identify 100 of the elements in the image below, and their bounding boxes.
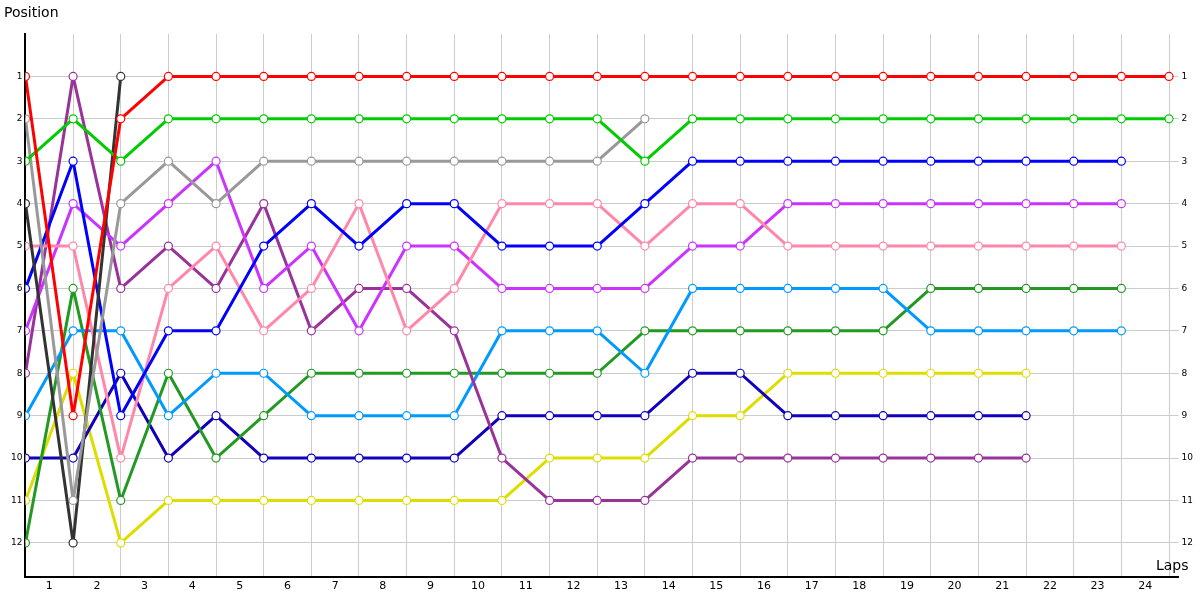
x-tick-label: 22 [1042,579,1057,593]
x-tick-label: 12 [566,579,581,593]
point [68,114,78,124]
point [1021,156,1031,166]
point [1021,114,1031,124]
point [306,71,316,82]
point [735,241,745,251]
point [211,411,221,421]
point [68,368,78,378]
point [306,495,316,506]
point [544,71,555,82]
point [640,411,650,421]
point [259,453,269,463]
point [354,283,364,294]
point [354,495,364,506]
point [449,241,459,251]
y2-tick-label: 9 [1181,410,1188,420]
y-axis-title: Position [4,3,59,20]
point [163,114,173,124]
point [1069,283,1079,294]
point [259,411,269,421]
point [735,326,745,336]
point [1069,241,1079,251]
point [68,71,78,82]
point [497,71,507,82]
point [306,411,316,421]
point [830,411,841,421]
point [687,156,698,166]
point [259,114,269,124]
point [1021,453,1031,463]
point [116,453,126,463]
point [926,156,936,166]
point [402,411,412,421]
y-tick-label: 6 [16,282,23,293]
point [449,114,459,124]
point [1021,71,1031,82]
point [878,453,888,463]
point [783,453,793,463]
point [259,71,269,82]
point [926,114,936,124]
point [211,241,221,251]
point [116,538,126,548]
point [306,199,316,209]
point [354,156,364,166]
point [211,199,221,209]
point [116,71,126,82]
point [735,368,745,378]
point [116,368,126,378]
point [735,283,745,294]
point [402,453,412,463]
x-tick-label: 15 [709,579,724,593]
point [878,156,888,166]
point [640,156,650,166]
y2-tick-label: 5 [1181,240,1188,251]
point [1164,114,1174,124]
point [402,71,412,82]
point [973,411,984,421]
point [544,495,555,506]
point [544,283,555,294]
point [640,283,650,294]
point [497,114,507,124]
point [449,411,459,421]
point [973,71,984,82]
x-tick-label: 4 [188,579,196,593]
y2-tick-label: 1 [1181,70,1188,81]
point [973,283,984,294]
point [354,71,364,82]
point [163,495,173,506]
point [735,199,745,209]
point [687,368,698,378]
point [449,453,459,463]
y2-tick-label: 7 [1181,325,1188,336]
point [259,199,269,209]
point [878,368,888,378]
x-tick-label: 10 [471,579,486,593]
point [116,411,126,421]
point [163,241,173,251]
y2-tick-label: 10 [1181,452,1194,463]
point [1116,71,1126,82]
point [687,326,698,336]
point [354,241,364,251]
point [68,495,78,506]
point [211,114,221,124]
point [306,114,316,124]
point [687,71,698,82]
point [354,411,364,421]
point [402,495,412,506]
point [1164,71,1174,82]
point [1021,411,1031,421]
point [592,495,602,506]
point [306,453,316,463]
point [402,326,412,336]
y2-tick-label: 12 [1181,537,1193,548]
point [783,156,793,166]
point [592,453,602,463]
point [449,368,459,378]
point [497,199,507,209]
y2-tick-label: 6 [1181,282,1188,293]
point [592,156,602,166]
point [926,241,936,251]
